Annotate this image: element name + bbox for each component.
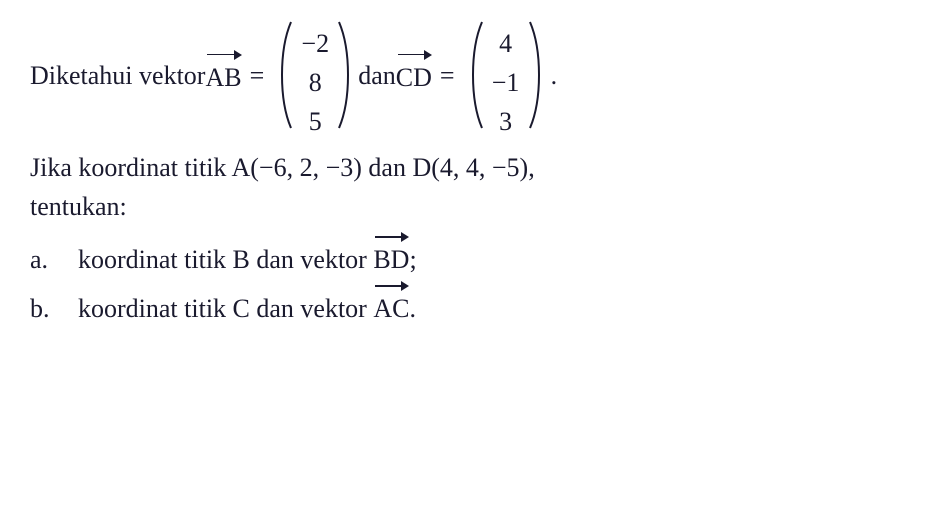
right-paren-icon <box>336 20 354 130</box>
list-item-a: a. koordinat titik B dan vektor BD; <box>30 236 897 279</box>
vector-ac: AC <box>373 285 409 328</box>
cd-entry: 4 <box>491 24 521 63</box>
period: . <box>551 56 558 95</box>
item-b-body: koordinat titik C dan vektor AC. <box>78 285 416 328</box>
cd-entry: −1 <box>491 63 521 102</box>
left-paren-icon <box>467 20 485 130</box>
vector-bd-label: BD <box>373 245 409 274</box>
item-b-pre: koordinat titik C dan vektor <box>78 294 373 323</box>
prefix-text: Diketahui vektor <box>30 56 205 95</box>
column-vector-cd: 4 −1 3 <box>467 20 545 130</box>
item-a-body: koordinat titik B dan vektor BD; <box>78 236 417 279</box>
condition-line-1: Jika koordinat titik A(−6, 2, −3) dan D(… <box>30 148 897 187</box>
arrow-icon <box>373 279 409 291</box>
mid-text: dan <box>358 56 396 95</box>
ab-entries: −2 8 5 <box>294 20 336 130</box>
cd-entry: 3 <box>491 102 521 141</box>
vector-ab: AB <box>205 54 241 97</box>
vector-cd: CD <box>396 54 432 97</box>
condition-line-2: tentukan: <box>30 187 897 226</box>
item-a-label: a. <box>30 240 78 279</box>
ab-entry: 5 <box>300 102 330 141</box>
vector-ab-label: AB <box>205 63 241 92</box>
item-a-post: ; <box>409 245 416 274</box>
arrow-icon <box>373 230 409 242</box>
equals-sign: = <box>440 56 455 95</box>
equals-sign: = <box>250 56 265 95</box>
list-item-b: b. koordinat titik C dan vektor AC. <box>30 285 897 328</box>
vector-cd-label: CD <box>396 63 432 92</box>
left-paren-icon <box>276 20 294 130</box>
ab-entry: −2 <box>300 24 330 63</box>
column-vector-ab: −2 8 5 <box>276 20 354 130</box>
item-a-pre: koordinat titik B dan vektor <box>78 245 373 274</box>
item-b-post: . <box>409 294 416 323</box>
item-b-label: b. <box>30 289 78 328</box>
condition-paragraph: Jika koordinat titik A(−6, 2, −3) dan D(… <box>30 148 897 226</box>
question-list: a. koordinat titik B dan vektor BD; b. k… <box>30 236 897 328</box>
right-paren-icon <box>527 20 545 130</box>
given-line: Diketahui vektor AB = −2 8 5 dan CD = 4 … <box>30 20 897 130</box>
ab-entry: 8 <box>300 63 330 102</box>
cd-entries: 4 −1 3 <box>485 20 527 130</box>
vector-bd: BD <box>373 236 409 279</box>
vector-ac-label: AC <box>373 294 409 323</box>
arrow-icon <box>205 48 241 60</box>
arrow-icon <box>396 48 432 60</box>
